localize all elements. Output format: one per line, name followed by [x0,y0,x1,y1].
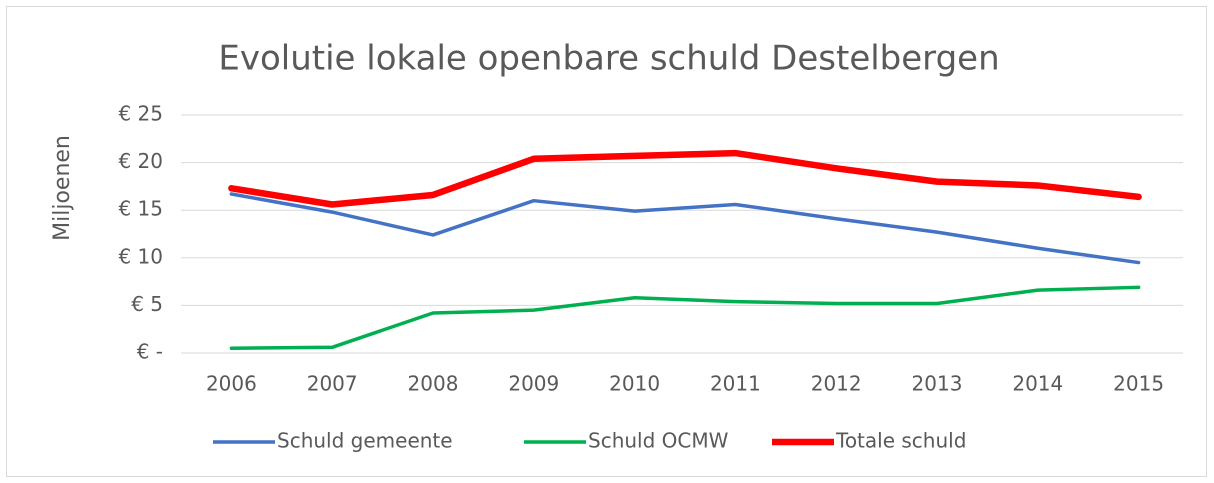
legend-label: Schuld OCMW [588,429,729,453]
y-tick-label: € 25 [118,102,163,126]
y-tick-label: € 5 [131,292,163,316]
x-tick-label: 2006 [206,372,257,396]
x-tick-label: 2014 [1012,372,1063,396]
legend-label: Totale schuld [835,429,966,453]
x-tick-label: 2015 [1113,372,1164,396]
x-tick-label: 2007 [307,372,358,396]
series-line [229,285,1141,350]
series-line [228,149,1142,208]
x-tick-label: 2009 [508,372,559,396]
x-tick-label: 2011 [710,372,761,396]
x-tick-label: 2013 [912,372,963,396]
series-line [229,192,1141,265]
y-tick-label: € 15 [118,197,163,221]
y-tick-label: € 20 [118,149,163,173]
y-axis-title: Miljoenen [50,135,75,241]
legend-label: Schuld gemeente [277,429,453,453]
x-tick-label: 2008 [408,372,459,396]
y-tick-label: € - [137,340,163,364]
x-tick-label: 2010 [609,372,660,396]
chart-title: Evolutie lokale openbare schuld Destelbe… [218,39,999,79]
x-tick-label: 2012 [811,372,862,396]
y-tick-label: € 10 [118,244,163,268]
